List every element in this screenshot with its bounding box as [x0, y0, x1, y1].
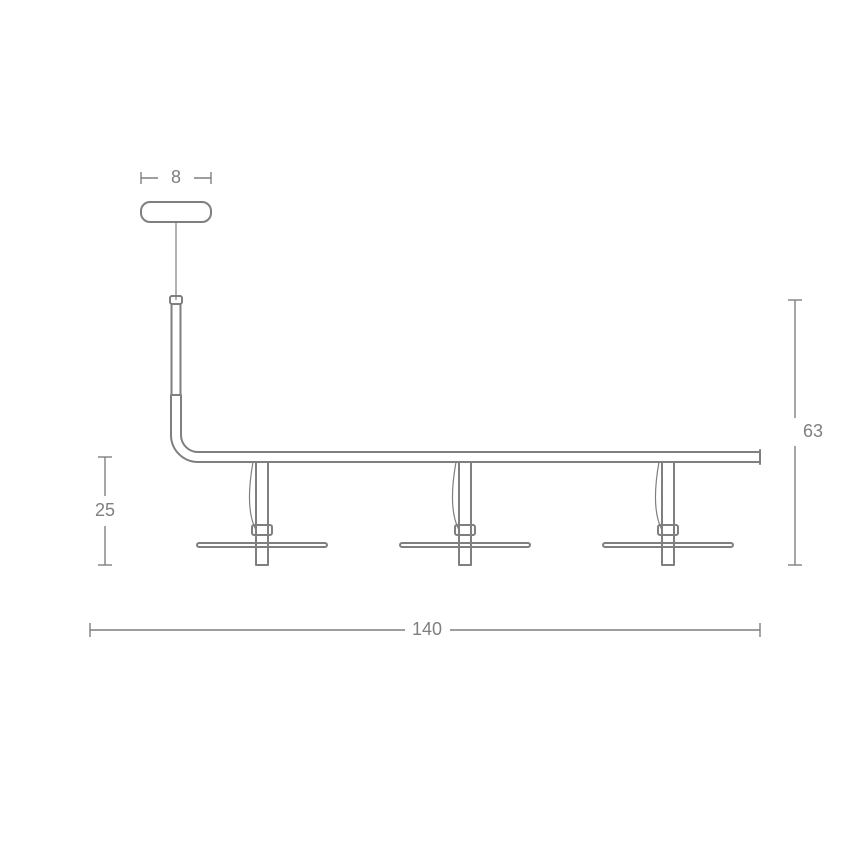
dim-label: 25	[95, 500, 115, 520]
dimension-arm-height: 63	[788, 300, 823, 565]
pendant	[400, 462, 530, 565]
dimension-canopy-width: 8	[141, 167, 211, 187]
top-connector	[170, 296, 182, 395]
pendant-group	[197, 462, 733, 565]
dimension-overall-width: 140	[90, 619, 760, 639]
dim-label: 140	[412, 619, 442, 639]
pendant	[197, 462, 327, 565]
dim-label: 8	[171, 167, 181, 187]
dim-label: 63	[803, 421, 823, 441]
ceiling-canopy	[141, 202, 211, 222]
main-arm	[171, 395, 760, 464]
pendant	[603, 462, 733, 565]
dimension-drop-height: 25	[95, 457, 115, 565]
technical-drawing: 8 140 25 63	[0, 0, 868, 868]
